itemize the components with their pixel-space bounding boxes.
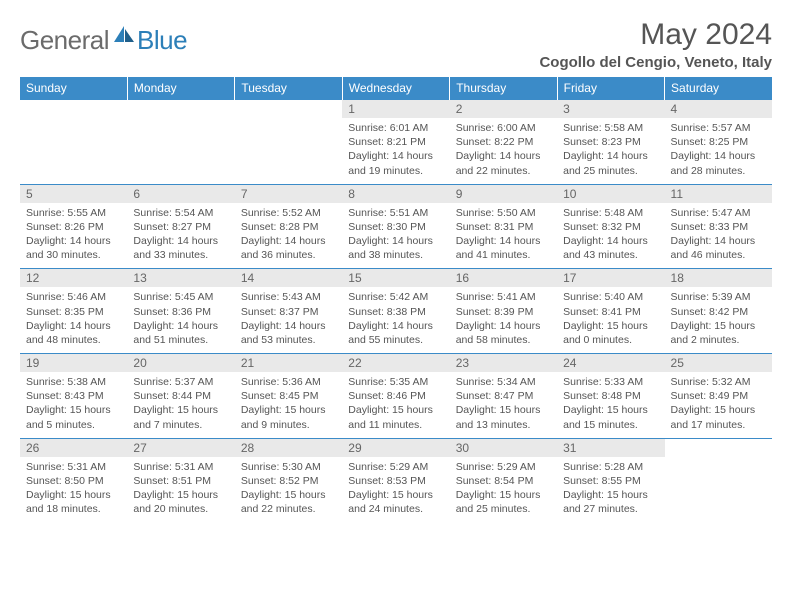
day-content-cell: Sunrise: 5:50 AMSunset: 8:31 PMDaylight:… xyxy=(450,203,557,269)
day-header: Saturday xyxy=(665,77,772,100)
day-number-cell: 31 xyxy=(557,438,664,457)
day-number-cell: 12 xyxy=(20,269,127,288)
day-number-cell: 25 xyxy=(665,354,772,373)
day-content-cell: Sunrise: 5:29 AMSunset: 8:54 PMDaylight:… xyxy=(450,457,557,523)
day-content-cell: Sunrise: 5:43 AMSunset: 8:37 PMDaylight:… xyxy=(235,287,342,353)
day-header-row: SundayMondayTuesdayWednesdayThursdayFrid… xyxy=(20,77,772,100)
logo-text-general: General xyxy=(20,25,109,56)
page-header: General Blue May 2024 Cogollo del Cengio… xyxy=(20,18,772,71)
day-number-cell: 28 xyxy=(235,438,342,457)
day-number-row: 1234 xyxy=(20,100,772,119)
day-number-cell: 5 xyxy=(20,184,127,203)
day-number-cell: 8 xyxy=(342,184,449,203)
day-content-cell xyxy=(20,118,127,184)
day-content-cell: Sunrise: 5:48 AMSunset: 8:32 PMDaylight:… xyxy=(557,203,664,269)
day-content-row: Sunrise: 5:55 AMSunset: 8:26 PMDaylight:… xyxy=(20,203,772,269)
day-number-cell: 23 xyxy=(450,354,557,373)
day-number-cell: 14 xyxy=(235,269,342,288)
day-content-cell: Sunrise: 5:29 AMSunset: 8:53 PMDaylight:… xyxy=(342,457,449,523)
calendar-table: SundayMondayTuesdayWednesdayThursdayFrid… xyxy=(20,77,772,523)
day-number-cell: 17 xyxy=(557,269,664,288)
day-number-cell: 27 xyxy=(127,438,234,457)
day-content-cell: Sunrise: 5:41 AMSunset: 8:39 PMDaylight:… xyxy=(450,287,557,353)
day-content-cell: Sunrise: 5:40 AMSunset: 8:41 PMDaylight:… xyxy=(557,287,664,353)
day-content-cell: Sunrise: 5:38 AMSunset: 8:43 PMDaylight:… xyxy=(20,372,127,438)
month-title: May 2024 xyxy=(539,18,772,52)
calendar-body: 1234Sunrise: 6:01 AMSunset: 8:21 PMDayli… xyxy=(20,100,772,523)
day-number-cell: 3 xyxy=(557,100,664,119)
day-content-cell: Sunrise: 5:42 AMSunset: 8:38 PMDaylight:… xyxy=(342,287,449,353)
calendar-thead: SundayMondayTuesdayWednesdayThursdayFrid… xyxy=(20,77,772,100)
day-content-cell: Sunrise: 5:39 AMSunset: 8:42 PMDaylight:… xyxy=(665,287,772,353)
day-number-cell: 9 xyxy=(450,184,557,203)
day-number-cell: 22 xyxy=(342,354,449,373)
day-number-cell: 10 xyxy=(557,184,664,203)
day-number-cell xyxy=(127,100,234,119)
day-content-cell: Sunrise: 5:45 AMSunset: 8:36 PMDaylight:… xyxy=(127,287,234,353)
day-content-cell: Sunrise: 5:58 AMSunset: 8:23 PMDaylight:… xyxy=(557,118,664,184)
day-header: Friday xyxy=(557,77,664,100)
day-header: Sunday xyxy=(20,77,127,100)
day-content-cell xyxy=(235,118,342,184)
day-number-cell: 13 xyxy=(127,269,234,288)
day-header: Wednesday xyxy=(342,77,449,100)
day-content-row: Sunrise: 5:46 AMSunset: 8:35 PMDaylight:… xyxy=(20,287,772,353)
day-number-row: 19202122232425 xyxy=(20,354,772,373)
logo-sail-icon xyxy=(113,24,135,49)
day-content-cell: Sunrise: 5:34 AMSunset: 8:47 PMDaylight:… xyxy=(450,372,557,438)
day-content-cell: Sunrise: 6:01 AMSunset: 8:21 PMDaylight:… xyxy=(342,118,449,184)
day-content-cell: Sunrise: 5:46 AMSunset: 8:35 PMDaylight:… xyxy=(20,287,127,353)
day-header: Monday xyxy=(127,77,234,100)
day-number-cell: 1 xyxy=(342,100,449,119)
day-content-cell: Sunrise: 5:31 AMSunset: 8:51 PMDaylight:… xyxy=(127,457,234,523)
day-content-cell: Sunrise: 5:36 AMSunset: 8:45 PMDaylight:… xyxy=(235,372,342,438)
day-number-cell: 21 xyxy=(235,354,342,373)
day-header: Thursday xyxy=(450,77,557,100)
day-number-cell: 6 xyxy=(127,184,234,203)
day-content-cell: Sunrise: 5:33 AMSunset: 8:48 PMDaylight:… xyxy=(557,372,664,438)
day-number-cell: 16 xyxy=(450,269,557,288)
day-content-cell: Sunrise: 5:52 AMSunset: 8:28 PMDaylight:… xyxy=(235,203,342,269)
logo: General Blue xyxy=(20,18,187,57)
day-number-row: 262728293031 xyxy=(20,438,772,457)
day-content-cell: Sunrise: 5:28 AMSunset: 8:55 PMDaylight:… xyxy=(557,457,664,523)
day-content-cell: Sunrise: 6:00 AMSunset: 8:22 PMDaylight:… xyxy=(450,118,557,184)
day-content-row: Sunrise: 5:31 AMSunset: 8:50 PMDaylight:… xyxy=(20,457,772,523)
day-number-cell: 15 xyxy=(342,269,449,288)
day-content-cell: Sunrise: 5:51 AMSunset: 8:30 PMDaylight:… xyxy=(342,203,449,269)
day-content-cell xyxy=(665,457,772,523)
day-content-cell: Sunrise: 5:57 AMSunset: 8:25 PMDaylight:… xyxy=(665,118,772,184)
day-content-cell: Sunrise: 5:47 AMSunset: 8:33 PMDaylight:… xyxy=(665,203,772,269)
day-number-cell: 18 xyxy=(665,269,772,288)
day-content-row: Sunrise: 6:01 AMSunset: 8:21 PMDaylight:… xyxy=(20,118,772,184)
day-header: Tuesday xyxy=(235,77,342,100)
day-number-cell: 2 xyxy=(450,100,557,119)
day-content-cell: Sunrise: 5:35 AMSunset: 8:46 PMDaylight:… xyxy=(342,372,449,438)
day-number-cell: 30 xyxy=(450,438,557,457)
location-text: Cogollo del Cengio, Veneto, Italy xyxy=(539,54,772,71)
day-content-cell: Sunrise: 5:37 AMSunset: 8:44 PMDaylight:… xyxy=(127,372,234,438)
day-number-cell: 26 xyxy=(20,438,127,457)
day-number-cell: 20 xyxy=(127,354,234,373)
logo-text-blue: Blue xyxy=(137,25,187,56)
day-number-cell: 29 xyxy=(342,438,449,457)
day-number-cell xyxy=(20,100,127,119)
day-content-cell: Sunrise: 5:32 AMSunset: 8:49 PMDaylight:… xyxy=(665,372,772,438)
day-number-cell: 4 xyxy=(665,100,772,119)
day-content-cell: Sunrise: 5:31 AMSunset: 8:50 PMDaylight:… xyxy=(20,457,127,523)
day-content-row: Sunrise: 5:38 AMSunset: 8:43 PMDaylight:… xyxy=(20,372,772,438)
day-content-cell: Sunrise: 5:54 AMSunset: 8:27 PMDaylight:… xyxy=(127,203,234,269)
day-content-cell: Sunrise: 5:55 AMSunset: 8:26 PMDaylight:… xyxy=(20,203,127,269)
title-block: May 2024 Cogollo del Cengio, Veneto, Ita… xyxy=(539,18,772,71)
day-content-cell xyxy=(127,118,234,184)
day-number-cell: 24 xyxy=(557,354,664,373)
day-number-cell xyxy=(235,100,342,119)
day-number-row: 567891011 xyxy=(20,184,772,203)
day-content-cell: Sunrise: 5:30 AMSunset: 8:52 PMDaylight:… xyxy=(235,457,342,523)
day-number-cell: 7 xyxy=(235,184,342,203)
day-number-cell xyxy=(665,438,772,457)
day-number-row: 12131415161718 xyxy=(20,269,772,288)
day-number-cell: 19 xyxy=(20,354,127,373)
day-number-cell: 11 xyxy=(665,184,772,203)
